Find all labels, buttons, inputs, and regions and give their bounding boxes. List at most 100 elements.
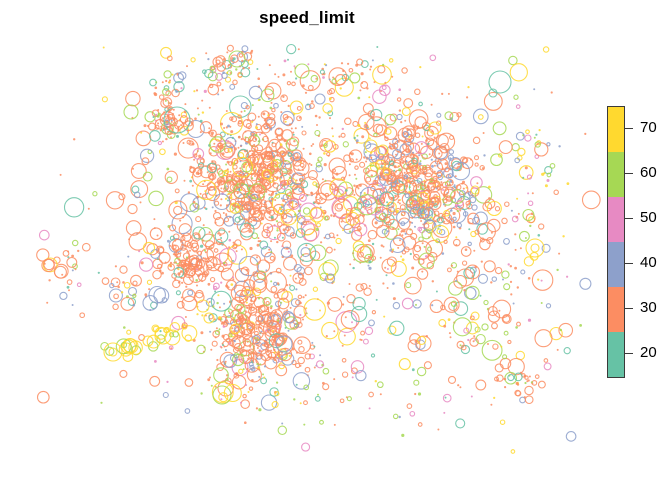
data-point: [355, 283, 364, 292]
data-point: [284, 337, 287, 340]
data-point: [292, 372, 311, 390]
data-point: [260, 123, 271, 134]
data-point: [348, 67, 354, 73]
data-point: [353, 136, 356, 140]
data-point: [240, 144, 243, 147]
data-point: [232, 317, 235, 320]
data-point: [307, 63, 310, 66]
data-point: [286, 81, 292, 86]
data-point: [312, 143, 315, 146]
data-point: [531, 269, 554, 291]
data-point: [418, 162, 422, 166]
data-point: [298, 209, 301, 213]
data-point: [319, 206, 322, 209]
data-point: [170, 136, 172, 139]
data-point: [223, 383, 242, 403]
data-point: [257, 115, 260, 118]
data-point: [261, 343, 264, 346]
data-point: [273, 358, 277, 362]
data-point: [492, 121, 507, 136]
data-point: [280, 206, 283, 209]
data-point: [110, 277, 121, 288]
data-point: [371, 242, 375, 246]
data-point: [166, 167, 170, 171]
data-point: [452, 225, 456, 229]
data-point: [428, 209, 431, 212]
data-point: [303, 384, 310, 391]
data-point: [243, 279, 256, 292]
data-point: [308, 162, 311, 165]
data-point: [476, 182, 479, 185]
data-point: [346, 396, 352, 402]
data-point: [326, 273, 329, 276]
data-point: [257, 237, 260, 240]
data-point: [456, 209, 459, 213]
data-point: [231, 335, 247, 350]
data-point: [126, 329, 132, 335]
data-point: [308, 353, 312, 356]
data-point: [406, 403, 413, 409]
data-point: [367, 239, 371, 243]
data-point: [295, 202, 298, 206]
data-point: [222, 322, 228, 328]
data-point: [299, 402, 302, 405]
data-point: [392, 227, 395, 230]
data-point: [363, 192, 366, 195]
data-point: [416, 177, 423, 184]
data-point: [401, 107, 411, 117]
data-point: [268, 351, 277, 360]
data-point: [409, 140, 412, 143]
data-point: [252, 342, 255, 345]
data-point: [177, 71, 187, 80]
data-point: [259, 363, 262, 366]
data-point: [249, 131, 269, 152]
data-point: [46, 301, 49, 304]
data-point: [63, 197, 85, 218]
data-point: [230, 283, 234, 286]
data-point: [165, 90, 172, 97]
data-point: [381, 258, 397, 274]
data-point: [202, 239, 205, 242]
data-point: [313, 345, 316, 348]
data-point: [406, 128, 415, 137]
data-point: [474, 186, 493, 204]
data-point: [260, 88, 275, 103]
data-point: [487, 306, 498, 317]
data-point: [160, 98, 170, 108]
data-point: [314, 395, 321, 402]
data-point: [456, 340, 465, 349]
data-point: [455, 279, 458, 282]
data-point: [392, 297, 396, 301]
data-point: [358, 183, 362, 187]
data-point: [333, 248, 336, 251]
data-point: [232, 184, 238, 190]
data-point: [299, 70, 321, 92]
data-point: [329, 117, 331, 120]
data-point: [175, 290, 181, 296]
data-point: [256, 259, 271, 273]
data-point: [234, 216, 241, 223]
data-point: [207, 83, 220, 96]
data-point: [438, 240, 441, 243]
data-point: [172, 248, 175, 251]
data-point: [146, 279, 153, 285]
data-point: [472, 136, 481, 145]
data-point: [238, 368, 244, 374]
data-point: [277, 221, 283, 228]
colorbar-tick-50: [624, 218, 633, 219]
data-point: [356, 194, 378, 216]
data-point: [286, 116, 289, 119]
data-point: [277, 297, 290, 310]
data-point: [360, 72, 364, 76]
data-point: [241, 349, 244, 352]
data-point: [510, 209, 513, 212]
data-point: [340, 220, 343, 223]
data-point: [275, 192, 278, 195]
data-point: [205, 207, 208, 211]
data-point: [454, 204, 458, 208]
data-point: [290, 70, 292, 73]
data-point: [323, 140, 337, 153]
data-point: [301, 223, 320, 242]
data-point: [299, 202, 318, 221]
data-point: [469, 196, 477, 204]
